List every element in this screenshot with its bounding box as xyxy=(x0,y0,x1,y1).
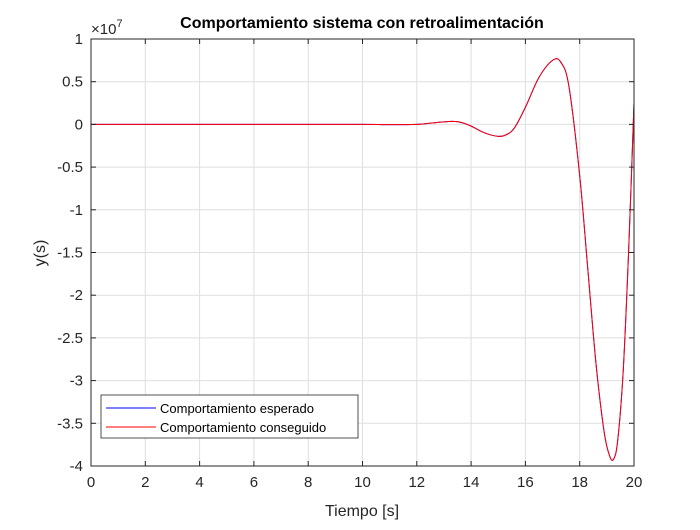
x-tick-label: 18 xyxy=(571,474,588,491)
x-tick-label: 12 xyxy=(408,474,425,491)
x-tick-label: 4 xyxy=(195,474,203,491)
chart-title: Comportamiento sistema con retroalimenta… xyxy=(180,15,544,32)
y-tick-label: -1.5 xyxy=(57,245,83,262)
y-tick-label: -0.5 xyxy=(57,159,83,176)
x-tick-label: 10 xyxy=(354,474,371,491)
y-tick-label: -4 xyxy=(70,458,83,475)
legend: Comportamiento esperado Comportamiento c… xyxy=(100,394,359,439)
x-tick-label: 16 xyxy=(517,474,534,491)
y-tick-label: -3.5 xyxy=(57,415,83,432)
y-tick-label: 1 xyxy=(75,31,83,48)
x-tick-label: 6 xyxy=(250,474,258,491)
y-tick-label: -3 xyxy=(70,373,83,390)
y-exponent-base: ×10 xyxy=(91,21,116,38)
y-tick-label: -2 xyxy=(70,287,83,304)
y-tick-label: -1 xyxy=(70,202,83,219)
legend-label-conseguido: Comportamiento conseguido xyxy=(160,420,326,435)
legend-box xyxy=(100,394,359,439)
x-tick-label: 8 xyxy=(304,474,312,491)
x-axis-label: Tiempo [s] xyxy=(325,503,399,520)
y-exponent-label: ×107 xyxy=(91,18,123,38)
ticks: 0 2 4 6 8 10 12 14 16 18 20-4-3.5-3-2.5-2-1.5-1-0.… xyxy=(57,31,642,491)
grid xyxy=(91,39,634,466)
series-line-comportamiento-conseguido xyxy=(91,58,634,461)
x-tick-label: 14 xyxy=(463,474,480,491)
y-tick-label: -2.5 xyxy=(57,330,83,347)
y-axis-label: y(s) xyxy=(32,240,49,267)
x-tick-label: 0 xyxy=(87,474,95,491)
y-tick-label: 0 xyxy=(75,116,83,133)
y-tick-label: 0.5 xyxy=(62,74,83,91)
y-exponent-power: 7 xyxy=(116,18,122,30)
series-layer xyxy=(91,58,634,461)
x-tick-label: 2 xyxy=(141,474,149,491)
x-tick-label: 20 xyxy=(626,474,643,491)
legend-label-esperado: Comportamiento esperado xyxy=(160,401,314,416)
